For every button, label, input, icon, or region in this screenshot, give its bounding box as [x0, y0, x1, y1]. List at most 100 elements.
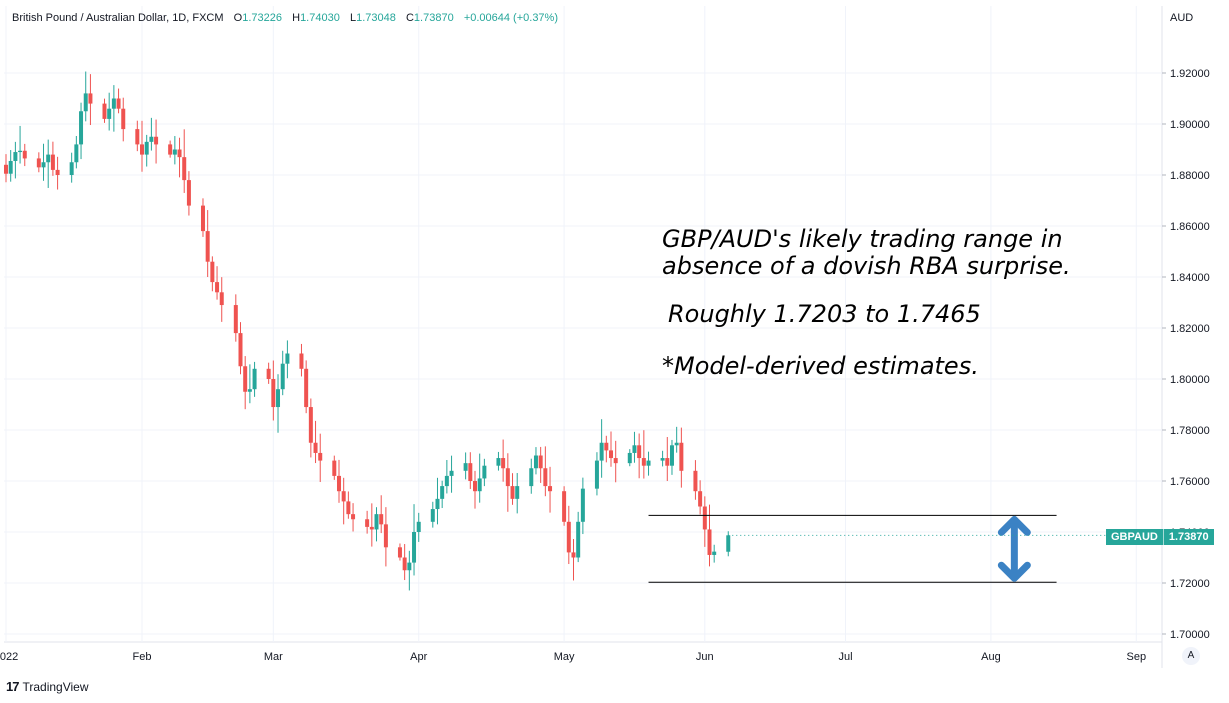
candle-body	[482, 465, 487, 479]
candle-body	[318, 452, 323, 461]
candle-body	[726, 535, 731, 552]
y-tick-label: 1.90000	[1170, 119, 1210, 131]
candle-body	[660, 458, 665, 461]
candle-body	[365, 519, 370, 527]
candle-body	[140, 144, 145, 155]
candle-body	[8, 160, 13, 174]
candle-body	[247, 389, 252, 392]
candle-body	[332, 460, 337, 476]
candle-body	[604, 442, 609, 451]
x-tick-label: Feb	[133, 651, 152, 663]
annotation-line-1: GBP/AUD's likely trading range in	[662, 225, 1063, 253]
candle-body	[501, 458, 506, 469]
symbol-title: British Pound / Australian Dollar, 1D, F…	[12, 12, 224, 24]
candle-body	[571, 552, 576, 558]
candle-body	[69, 162, 74, 175]
auto-scale-button[interactable]: A	[1182, 647, 1200, 665]
low-value: 1.73048	[356, 12, 396, 24]
candle-body	[149, 136, 154, 142]
candle-body	[543, 468, 548, 487]
candle-body	[538, 455, 543, 469]
candle-body	[637, 445, 642, 459]
candle-body	[88, 93, 93, 104]
candle-body	[238, 333, 243, 367]
candle-body	[243, 366, 248, 392]
candle-body	[313, 442, 318, 453]
candle-body	[599, 442, 604, 461]
candle-body	[397, 547, 402, 558]
tradingview-logo-icon: 17	[6, 679, 20, 694]
annotation-line-2: absence of a dovish RBA surprise.	[662, 252, 1071, 280]
x-tick-label: 2022	[0, 651, 18, 663]
price-tag-symbol: GBPAUD	[1111, 531, 1158, 543]
close-label: C	[405, 12, 414, 24]
candle-body	[351, 514, 356, 520]
candle-body	[285, 353, 290, 364]
candle-body	[308, 407, 313, 443]
candle-body	[219, 292, 224, 306]
x-tick-label: Sep	[1127, 651, 1147, 663]
candle-body	[200, 205, 205, 232]
y-tick-label: 1.76000	[1170, 476, 1210, 488]
price-tag-value: 1.73870	[1168, 531, 1209, 543]
x-tick-label: Aug	[981, 651, 1001, 663]
candle-body	[594, 460, 599, 489]
candle-body	[135, 129, 140, 145]
x-tick-label: May	[554, 651, 575, 663]
x-tick-label: Apr	[410, 651, 427, 663]
candle-body	[46, 154, 51, 163]
candle-body	[233, 305, 238, 334]
candle-body	[336, 475, 341, 492]
candle-body	[416, 521, 421, 532]
candle-body	[304, 368, 309, 408]
y-tick-label: 1.80000	[1170, 374, 1210, 386]
change-value: +0.00644 (+0.37%)	[463, 12, 558, 24]
candle-body	[205, 231, 210, 262]
high-value: 1.74030	[300, 12, 340, 24]
candle-body	[712, 551, 717, 555]
y-tick-label: 1.88000	[1170, 170, 1210, 182]
candle-body	[529, 468, 534, 487]
open-value: 1.73226	[242, 12, 282, 24]
candle-body	[515, 486, 520, 499]
candle-body	[13, 152, 18, 161]
candle-body	[440, 486, 445, 499]
annotation-line-4: *Model-derived estimates.	[662, 352, 979, 380]
candle-body	[266, 368, 271, 379]
candle-body	[102, 103, 107, 119]
candle-body	[22, 150, 27, 159]
candle-body	[346, 501, 351, 515]
arrow-down-icon	[997, 561, 1031, 582]
axis-currency-label: AUD	[1170, 12, 1194, 24]
low-label: L	[349, 12, 357, 24]
candle-body	[271, 379, 276, 408]
candle-body	[468, 463, 473, 481]
candle-body	[50, 154, 55, 170]
x-tick-label: Mar	[264, 651, 283, 663]
y-tick-label: 1.86000	[1170, 221, 1210, 233]
candle-body	[463, 463, 468, 471]
candle-body	[369, 526, 374, 530]
candle-body	[111, 98, 116, 109]
annotation-line-3: Roughly 1.7203 to 1.7465	[668, 300, 981, 328]
candle-body	[210, 261, 215, 283]
last-price-tag: GBPAUD 1.73870	[1106, 529, 1214, 545]
candle-body	[172, 149, 177, 155]
candle-body	[276, 389, 281, 408]
candle-body	[36, 158, 41, 168]
candle-body	[566, 521, 571, 553]
candle-body	[562, 491, 567, 522]
candle-body	[576, 521, 581, 558]
candle-body	[449, 470, 454, 476]
candle-body	[41, 162, 46, 168]
y-tick-label: 1.70000	[1170, 629, 1210, 641]
candle-body	[186, 180, 191, 206]
candle-body	[505, 468, 510, 487]
symbol-legend: British Pound / Australian Dollar, 1D, F…	[12, 12, 558, 24]
candle-body	[79, 111, 84, 145]
candle-body	[215, 282, 220, 293]
candle-body	[641, 458, 646, 466]
candle-body	[444, 475, 449, 487]
candle-body	[121, 108, 126, 130]
